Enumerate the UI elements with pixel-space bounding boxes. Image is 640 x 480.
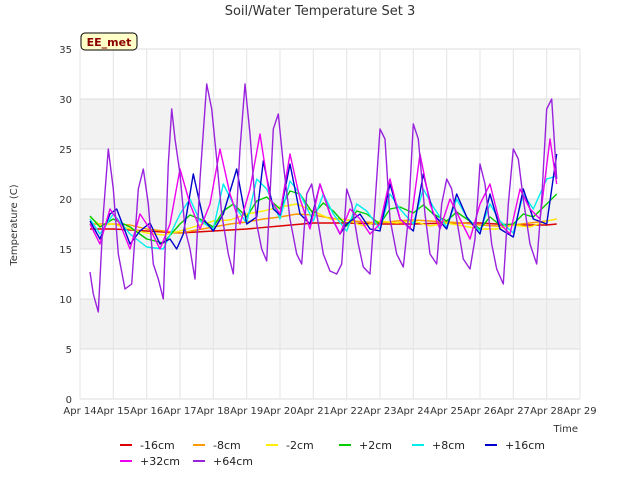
y-axis-label: Temperature (C) bbox=[9, 184, 20, 266]
plot-band bbox=[80, 99, 580, 149]
x-axis: Apr 14 Apr 15 Apr 16 Apr 17 Apr 18 Apr 19 Apr … bbox=[63, 406, 596, 417]
series-layer bbox=[89, 83, 558, 313]
y-axis: 0 5 10 15 20 25 30 35 bbox=[59, 45, 72, 406]
y-tick-label: 35 bbox=[59, 45, 72, 56]
x-tick-label: Apr 25 bbox=[430, 406, 463, 417]
chart-title: Soil/Water Temperature Set 3 bbox=[225, 4, 416, 19]
legend: -16cm -8cm -2cm +2cm +8cm +16cm +32cm +64cm bbox=[120, 439, 545, 468]
series-line--16cm bbox=[90, 222, 557, 234]
series-line-+32cm bbox=[89, 133, 558, 250]
x-tick-label: Apr 17 bbox=[163, 406, 196, 417]
y-tick-label: 15 bbox=[59, 245, 72, 256]
x-tick-label: Apr 21 bbox=[297, 406, 330, 417]
x-tick-label: Apr 26 bbox=[463, 406, 496, 417]
plot-band bbox=[80, 299, 580, 349]
y-tick-label: 5 bbox=[66, 345, 72, 356]
legend-label: +2cm bbox=[359, 439, 392, 452]
legend-label: +16cm bbox=[505, 439, 545, 452]
badge: EE_met bbox=[80, 32, 138, 51]
badge-box bbox=[80, 32, 138, 51]
x-tick-label: Apr 16 bbox=[130, 406, 163, 417]
legend-label: +64cm bbox=[213, 455, 253, 468]
x-tick-label: Apr 20 bbox=[263, 406, 296, 417]
x-tick-label: Apr 28 bbox=[530, 406, 563, 417]
x-tick-label: Apr 27 bbox=[497, 406, 530, 417]
x-tick-label: Apr 15 bbox=[97, 406, 130, 417]
y-tick-label: 25 bbox=[59, 145, 72, 156]
y-tick-label: 10 bbox=[59, 295, 72, 306]
legend-label: -8cm bbox=[213, 439, 241, 452]
series-line-+16cm bbox=[89, 153, 558, 250]
x-tick-label: Apr 24 bbox=[397, 406, 430, 417]
series-line-+64cm bbox=[89, 83, 558, 313]
x-tick-label: Apr 14 bbox=[63, 406, 96, 417]
x-tick-label: Apr 18 bbox=[197, 406, 230, 417]
legend-label: -2cm bbox=[286, 439, 314, 452]
series-line--2cm bbox=[89, 203, 557, 236]
y-tick-label: 20 bbox=[59, 195, 72, 206]
badge-label: EE_met bbox=[87, 36, 132, 49]
x-axis-label: Time bbox=[553, 424, 578, 435]
legend-label: -16cm bbox=[140, 439, 175, 452]
legend-label: +8cm bbox=[432, 439, 465, 452]
y-tick-label: 0 bbox=[66, 395, 72, 406]
x-tick-label: Apr 29 bbox=[563, 406, 596, 417]
x-tick-label: Apr 23 bbox=[363, 406, 396, 417]
y-tick-label: 30 bbox=[59, 95, 72, 106]
x-tick-label: Apr 22 bbox=[330, 406, 363, 417]
legend-label: +32cm bbox=[140, 455, 180, 468]
x-tick-label: Apr 19 bbox=[230, 406, 263, 417]
